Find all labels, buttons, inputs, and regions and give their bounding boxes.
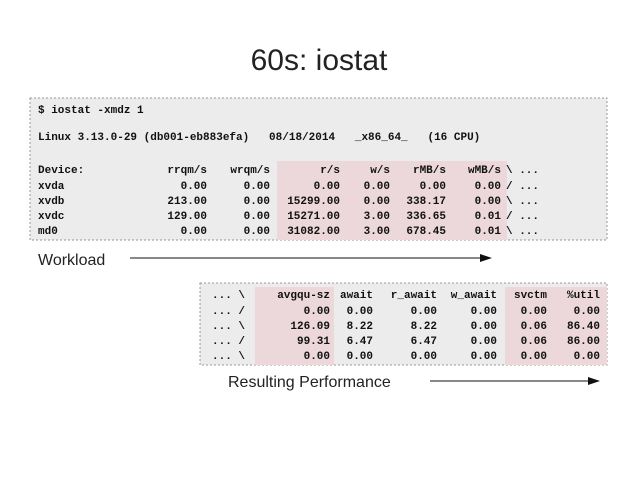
performance-table: ... \ avgqu-sz await r_await w_await svctm %ut… — [212, 290, 600, 363]
arrow-head — [480, 254, 492, 262]
cell: ... \ — [212, 351, 245, 363]
cell: 8.22 — [347, 321, 373, 333]
cell: 0.01 — [475, 211, 502, 223]
header-cell: svctm — [514, 290, 547, 302]
header-cell: \ ... — [506, 165, 539, 177]
device-table: Device: rrqm/s wrqm/s r/s w/s rMB/s wMB/s \ ...… — [38, 165, 539, 238]
header-cell: avgqu-sz — [277, 290, 330, 302]
cell: \ ... — [506, 196, 539, 208]
cell: 0.00 — [471, 336, 497, 348]
cell: 99.31 — [297, 336, 330, 348]
workload-label: Workload — [38, 252, 105, 269]
slide-title: 60s: iostat — [251, 44, 388, 77]
cell: / ... — [506, 181, 539, 193]
cell: 0.00 — [304, 351, 330, 363]
cell: \ ... — [506, 226, 539, 238]
header-cell: r_await — [391, 290, 437, 302]
cell: 0.00 — [314, 181, 340, 193]
cell: 0.00 — [521, 351, 547, 363]
cell: 129.00 — [167, 211, 207, 223]
cell: 0.00 — [475, 196, 501, 208]
cell: / ... — [506, 211, 539, 223]
performance-label: Resulting Performance — [228, 374, 391, 391]
header-cell: w/s — [370, 165, 390, 177]
command-line: $ iostat -xmdz 1 — [38, 105, 144, 117]
cell: 213.00 — [167, 196, 207, 208]
system-line: Linux 3.13.0-29 (db001-eb883efa) 08/18/2… — [38, 132, 480, 144]
cell: 0.00 — [244, 181, 270, 193]
highlight — [277, 161, 507, 240]
cell: 31082.00 — [287, 226, 340, 238]
cell: 0.00 — [244, 196, 270, 208]
cell: 6.47 — [411, 336, 437, 348]
cell: 3.00 — [364, 211, 390, 223]
highlight — [505, 287, 607, 365]
cell: ... / — [212, 306, 245, 318]
cell: 0.00 — [347, 306, 373, 318]
cell: 0.00 — [420, 181, 446, 193]
cell: 0.06 — [521, 336, 547, 348]
cell: 338.17 — [406, 196, 446, 208]
cell: 0.00 — [411, 351, 437, 363]
cell: 336.65 — [406, 211, 446, 223]
cell: 0.00 — [574, 306, 600, 318]
cell: 3.00 — [364, 226, 390, 238]
header-cell: await — [340, 290, 373, 302]
cell: 126.09 — [290, 321, 330, 333]
cell: 0.00 — [471, 306, 497, 318]
cell: 15299.00 — [287, 196, 340, 208]
cell: 678.45 — [406, 226, 446, 238]
cell: 0.00 — [364, 181, 390, 193]
cell: 0.00 — [244, 211, 270, 223]
highlight — [255, 287, 334, 365]
header-cell: wrqm/s — [230, 165, 270, 177]
header-cell: r/s — [320, 165, 340, 177]
header-cell: rrqm/s — [167, 165, 207, 177]
cell: 8.22 — [411, 321, 437, 333]
cell: 86.00 — [567, 336, 600, 348]
header-cell: Device: — [38, 165, 84, 177]
cell: 0.00 — [471, 351, 497, 363]
cell: 0.00 — [244, 226, 270, 238]
header-cell: wMB/s — [468, 165, 501, 177]
cell: 0.00 — [574, 351, 600, 363]
cell: 0.00 — [364, 196, 390, 208]
cell: 0.06 — [521, 321, 547, 333]
cell: ... / — [212, 336, 245, 348]
arrow-head — [588, 377, 600, 385]
cell: 0.00 — [304, 306, 330, 318]
cell: 15271.00 — [287, 211, 340, 223]
cell: 6.47 — [347, 336, 373, 348]
cell: 0.00 — [521, 306, 547, 318]
header-cell: ... \ — [212, 290, 245, 302]
cell: md0 — [38, 226, 58, 238]
cell: 0.00 — [181, 226, 207, 238]
cell: 0.01 — [475, 226, 502, 238]
cell: ... \ — [212, 321, 245, 333]
cell: 0.00 — [475, 181, 501, 193]
header-cell: %util — [567, 290, 600, 302]
header-cell: w_await — [451, 290, 497, 302]
cell: xvdc — [38, 211, 64, 223]
cell: 86.40 — [567, 321, 600, 333]
cell: xvda — [38, 181, 65, 193]
cell: 0.00 — [181, 181, 207, 193]
cell: 0.00 — [347, 351, 373, 363]
cell: 0.00 — [411, 306, 437, 318]
header-cell: rMB/s — [413, 165, 446, 177]
cell: 0.00 — [471, 321, 497, 333]
cell: xvdb — [38, 196, 65, 208]
